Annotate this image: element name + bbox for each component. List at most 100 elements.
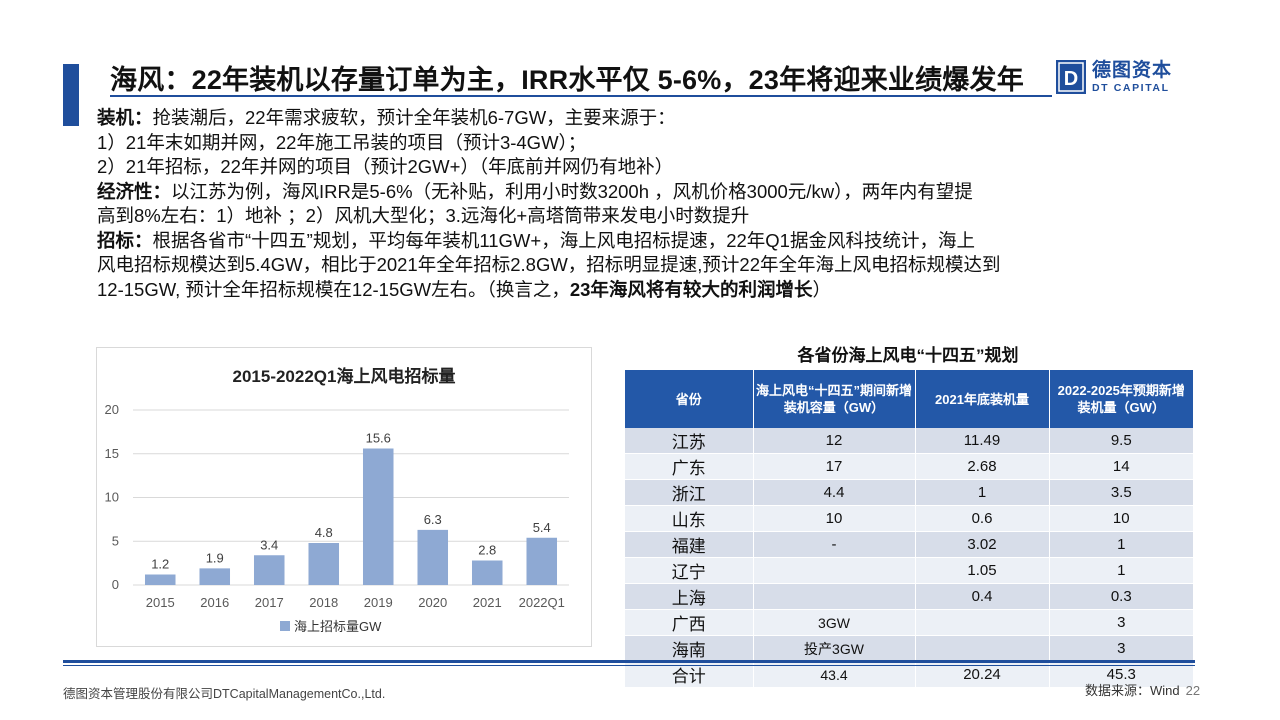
- value-cell: [753, 583, 916, 610]
- chart-legend: 海上招标量GW: [280, 616, 381, 635]
- body-line-3: 2）21年招标，22年并网的项目（预计2GW+）（年底前并网仍有地补）: [97, 156, 674, 177]
- x-tick-label: 2020: [418, 595, 447, 610]
- page-number: 22: [1185, 683, 1201, 698]
- y-tick-label: 5: [112, 533, 119, 548]
- table-row: 广西 3GW 3: [625, 609, 1193, 636]
- x-tick-label: 2016: [200, 595, 229, 610]
- value-cell: 11.49: [915, 428, 1050, 454]
- chart-title: 2015-2022Q1海上风电招标量: [232, 367, 456, 386]
- value-cell: 3.02: [915, 531, 1050, 558]
- x-tick-label: 2018: [309, 595, 338, 610]
- province-cell: 江苏: [625, 428, 754, 454]
- bar-value-label: 1.2: [151, 557, 169, 572]
- value-cell: 1: [1049, 557, 1193, 584]
- province-cell: 福建: [625, 531, 754, 558]
- table-row: 浙江 4.4 1 3.5: [625, 479, 1193, 506]
- bar-value-label: 2.8: [478, 543, 496, 558]
- body-line-6: 招标：根据各省市“十四五”规划，平均每年装机11GW+，海上风电招标提速，22年…: [97, 229, 975, 251]
- bar-value-label: 6.3: [424, 512, 442, 527]
- value-cell: 9.5: [1049, 428, 1193, 454]
- value-cell: 1.05: [915, 557, 1050, 584]
- bar: [526, 537, 558, 585]
- table-row: 江苏 12 11.49 9.5: [625, 428, 1193, 454]
- province-cell: 山东: [625, 505, 754, 532]
- body-text-block: 装机：抢装潮后，22年需求疲软，预计全年装机6-7GW，主要来源于： 1）21年…: [97, 106, 1167, 302]
- province-cell: 广西: [625, 609, 754, 636]
- value-cell: 14: [1049, 453, 1193, 480]
- bar: [308, 543, 340, 585]
- body-line-7: 风电招标规模达到5.4GW，相比于2021年全年招标2.8GW，招标明显提速,预…: [97, 254, 1001, 275]
- table-row: 上海 0.4 0.3: [625, 583, 1193, 610]
- table-row: 山东 10 0.6 10: [625, 505, 1193, 532]
- y-tick-label: 0: [112, 577, 119, 592]
- body-line-1: 装机：抢装潮后，22年需求疲软，预计全年装机6-7GW，主要来源于：: [97, 107, 676, 128]
- value-cell: 0.4: [915, 583, 1050, 610]
- value-cell: 17: [753, 453, 916, 480]
- y-tick-label: 15: [105, 446, 119, 461]
- slide-title: 海风：22年装机以存量订单为主，IRR水平仅 5-6%，23年将迎来业绩爆发年: [110, 65, 1024, 95]
- value-cell: 10: [753, 505, 916, 532]
- dt-logo-icon: D: [1056, 60, 1086, 94]
- value-cell: 3.5: [1049, 479, 1193, 506]
- installation-label: 装机：: [97, 107, 153, 128]
- province-cell: 海南: [625, 635, 754, 662]
- value-cell: [753, 557, 916, 584]
- bar: [144, 574, 176, 585]
- value-cell: 3: [1049, 635, 1193, 662]
- bar-value-label: 4.8: [315, 525, 333, 540]
- value-cell: 1: [1049, 531, 1193, 558]
- value-cell: 1: [915, 479, 1050, 506]
- header-new-capacity: 海上风电“十四五”期间新增装机容量（GW）: [753, 370, 916, 428]
- y-tick-label: 10: [105, 490, 119, 505]
- body-line-2: 1）21年末如期并网，22年施工吊装的项目（预计3-4GW）；: [97, 131, 587, 153]
- logo-chinese-name: 德图资本: [1092, 59, 1173, 81]
- value-cell: 12: [753, 428, 916, 454]
- table-header-row: 省份 海上风电“十四五”期间新增装机容量（GW） 2021年底装机量 2022-…: [625, 370, 1193, 428]
- bar: [253, 555, 285, 585]
- economics-label: 经济性：: [97, 180, 172, 202]
- value-cell: 投产3GW: [753, 635, 916, 662]
- value-cell: 0.6: [915, 505, 1050, 532]
- legend-swatch: [280, 620, 290, 631]
- title-underline: [110, 95, 1052, 97]
- province-cell: 上海: [625, 583, 754, 610]
- profit-growth-highlight: 23年海风将有较大的利润增长: [569, 278, 813, 300]
- bar: [362, 448, 394, 585]
- value-cell: [915, 609, 1050, 636]
- bar: [471, 560, 503, 585]
- footer-company: 德图资本管理股份有限公司DTCapitalManagementCo.,Ltd.: [63, 687, 386, 701]
- province-plan-table: 省份 海上风电“十四五”期间新增装机容量（GW） 2021年底装机量 2022-…: [625, 370, 1193, 688]
- bar-value-label: 15.6: [366, 431, 391, 446]
- footer-rule-thin: [63, 665, 1195, 666]
- body-line-8: 12-15GW, 预计全年招标规模在12-15GW左右。（换言之，23年海风将有…: [97, 278, 831, 300]
- value-cell: 4.4: [753, 479, 916, 506]
- table-row: 广东 17 2.68 14: [625, 453, 1193, 480]
- table-row: 辽宁 1.05 1: [625, 557, 1193, 584]
- body-line-4: 经济性：以江苏为例，海风IRR是5-6%（无补贴，利用小时数3200h ，风机价…: [97, 180, 973, 202]
- header-province: 省份: [625, 370, 754, 428]
- value-cell: 0.3: [1049, 583, 1193, 610]
- footer-rule: [63, 660, 1195, 663]
- logo-mark-letter: D: [1064, 68, 1078, 90]
- tender-label: 招标：: [97, 229, 153, 251]
- title-accent-bar: [63, 64, 79, 126]
- body-line-5: 高到8%左右：1）地补 ；2）风机大型化；3.远海化+高塔筒带来发电小时数提升: [97, 205, 750, 226]
- x-tick-label: 2017: [255, 595, 284, 610]
- province-cell: 辽宁: [625, 557, 754, 584]
- value-cell: 3: [1049, 609, 1193, 636]
- bar-value-label: 3.4: [260, 537, 278, 552]
- province-cell: 广东: [625, 453, 754, 480]
- data-source: 数据来源：Wind: [1085, 683, 1180, 698]
- province-cell: 浙江: [625, 479, 754, 506]
- bar-chart-svg: 0 5 10 15 20 1.2 2015 1.9 2016 3.4 2017 4.8 2018 15.6…: [105, 402, 569, 610]
- y-tick-label: 20: [105, 402, 119, 417]
- table-row: 福建 -3.02 1: [625, 531, 1193, 558]
- bar: [199, 568, 231, 585]
- x-tick-label: 2021: [473, 595, 502, 610]
- bar-value-label: 5.4: [533, 520, 551, 535]
- x-tick-label: 2019: [364, 595, 393, 610]
- header-installed-2021: 2021年底装机量: [915, 370, 1050, 428]
- header-expected-2022-2025: 2022-2025年预期新增装机量（GW）: [1049, 370, 1193, 428]
- value-cell: 10: [1049, 505, 1193, 532]
- value-cell: [915, 635, 1050, 662]
